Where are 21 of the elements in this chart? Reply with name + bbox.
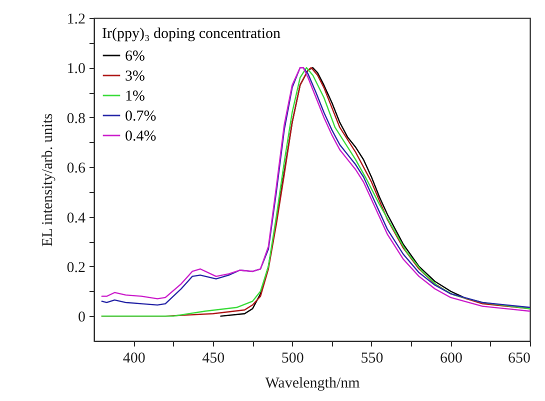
legend-label: 0.7% xyxy=(125,108,156,124)
x-tick-label: 450 xyxy=(202,350,225,366)
x-tick-label: 550 xyxy=(360,350,384,366)
legend-label: 1% xyxy=(125,88,145,104)
legend-label: 3% xyxy=(125,68,145,84)
y-axis-title: EL intensity/arb. units xyxy=(40,113,56,247)
legend-label: 0.4% xyxy=(125,128,156,144)
y-tick-label: 0.8 xyxy=(66,110,86,127)
y-tick-label: 0.4 xyxy=(66,210,86,226)
y-tick-label: 0.6 xyxy=(66,160,86,177)
x-tick-label: 600 xyxy=(440,350,462,366)
y-tick-label: 0.2 xyxy=(66,260,86,276)
y-tick-label: 0 xyxy=(78,310,86,326)
y-tick-label: 1.2 xyxy=(66,12,86,28)
legend-title: Ir(ppy)₃ doping concentration xyxy=(102,26,282,42)
x-axis-title: Wavelength/nm xyxy=(265,376,360,392)
y-tick-label: 1.0 xyxy=(66,61,86,78)
x-tick-label: 400 xyxy=(122,350,146,366)
x-tick-label: 500 xyxy=(281,350,304,366)
x-tick-label: 650 xyxy=(508,350,530,366)
legend-label: 6% xyxy=(125,48,145,64)
